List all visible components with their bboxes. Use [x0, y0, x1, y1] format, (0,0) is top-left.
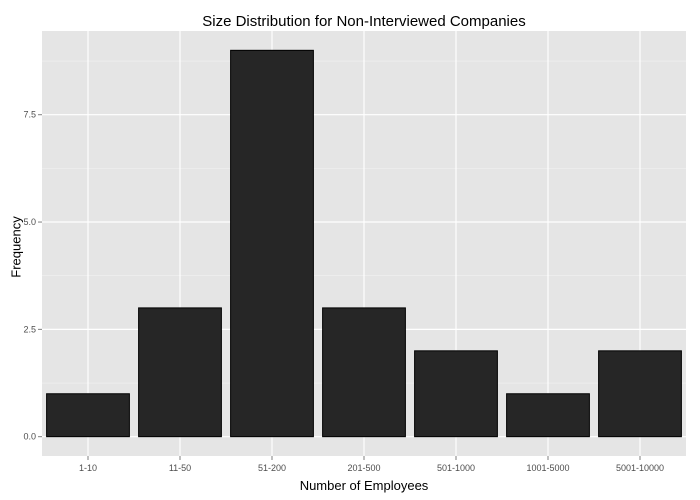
y-tick-label: 0.0	[23, 432, 36, 442]
x-tick-label: 1001-5000	[526, 463, 569, 473]
x-tick-label: 201-500	[347, 463, 380, 473]
x-axis-label: Number of Employees	[299, 478, 429, 493]
x-tick-label: 51-200	[258, 463, 286, 473]
x-tick-label: 501-1000	[437, 463, 475, 473]
bar-501-1000	[414, 350, 498, 438]
bar-5001-10000	[598, 350, 682, 438]
x-tick-label: 5001-10000	[616, 463, 664, 473]
x-tick-label: 11-50	[169, 463, 191, 473]
y-tick-label: 5.0	[23, 217, 36, 227]
bar-11-50	[138, 307, 222, 438]
y-tick-label: 7.5	[23, 110, 36, 120]
chart-title: Size Distribution for Non-Interviewed Co…	[202, 13, 526, 30]
y-axis-label: Frequency	[8, 216, 24, 278]
bar-1001-5000	[506, 393, 590, 438]
bar-201-500	[322, 307, 406, 438]
bar-51-200	[230, 49, 314, 438]
y-tick-label: 2.5	[23, 324, 36, 334]
bar-1-10	[46, 393, 130, 438]
x-tick-label: 1-10	[79, 463, 97, 473]
